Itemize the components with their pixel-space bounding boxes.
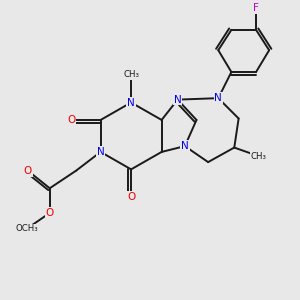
Text: N: N bbox=[127, 98, 135, 107]
Text: N: N bbox=[181, 141, 189, 151]
Text: CH₃: CH₃ bbox=[123, 70, 139, 80]
Text: O: O bbox=[46, 208, 54, 218]
Text: N: N bbox=[214, 93, 222, 103]
Text: OCH₃: OCH₃ bbox=[15, 224, 38, 233]
Text: O: O bbox=[127, 192, 135, 202]
Text: CH₃: CH₃ bbox=[251, 152, 267, 161]
Text: F: F bbox=[253, 3, 259, 13]
Text: N: N bbox=[97, 147, 104, 157]
Text: N: N bbox=[174, 94, 182, 105]
Text: O: O bbox=[68, 115, 76, 125]
Text: O: O bbox=[24, 166, 32, 176]
